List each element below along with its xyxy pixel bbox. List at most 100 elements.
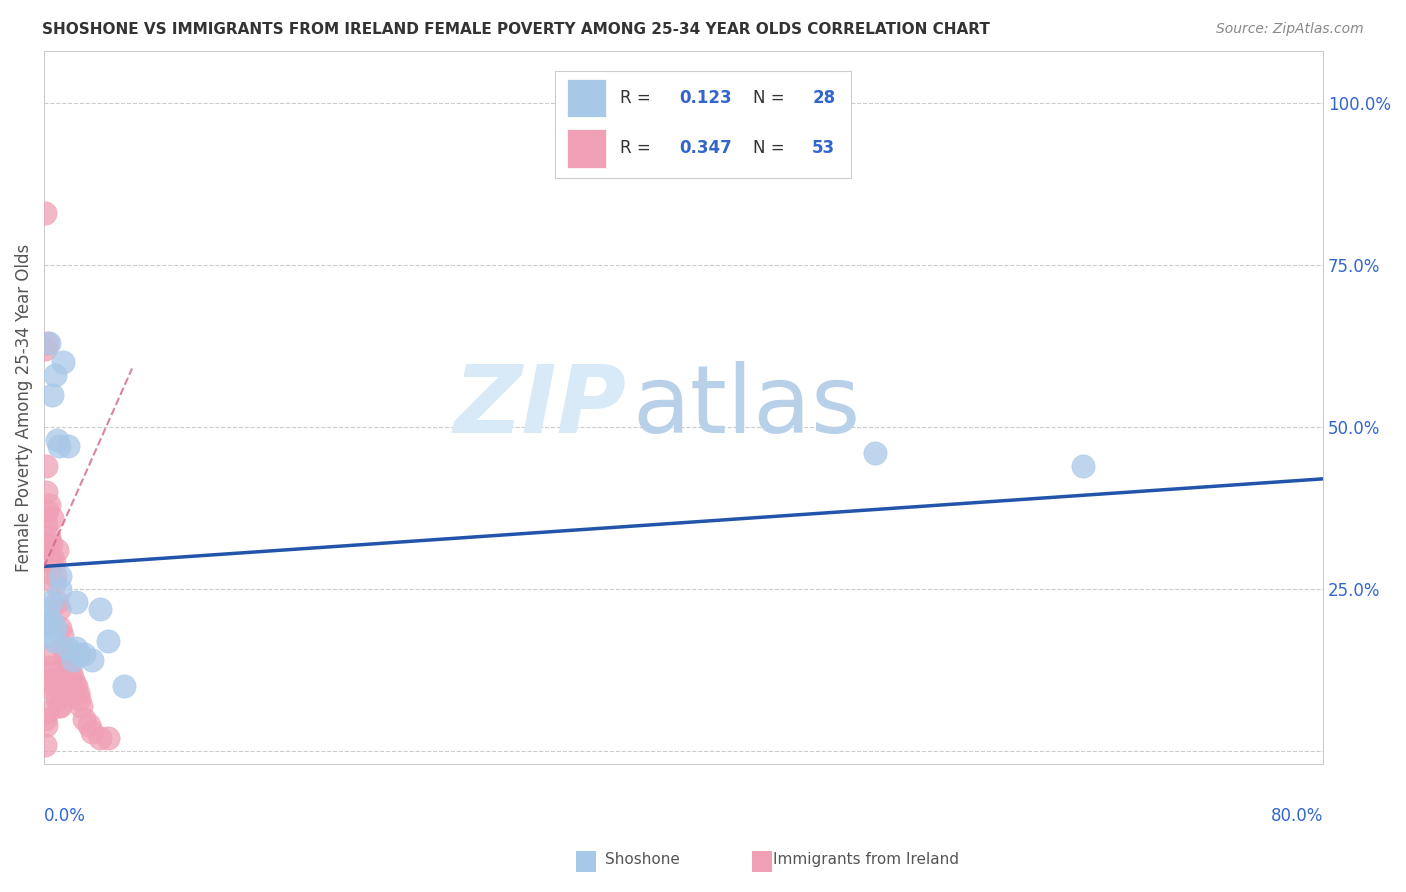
Point xyxy=(56,640,79,655)
Text: SHOSHONE VS IMMIGRANTS FROM IRELAND FEMALE POVERTY AMONG 25-34 YEAR OLDS CORRELA: SHOSHONE VS IMMIGRANTS FROM IRELAND FEMA… xyxy=(42,22,990,37)
Point xyxy=(49,569,72,583)
Point xyxy=(41,673,63,687)
Point xyxy=(38,660,60,674)
Text: R =: R = xyxy=(620,139,657,157)
Text: Immigrants from Ireland: Immigrants from Ireland xyxy=(773,852,959,867)
Point xyxy=(37,504,59,518)
Point xyxy=(89,731,111,746)
Point xyxy=(112,680,135,694)
Point xyxy=(65,640,87,655)
Point xyxy=(39,537,62,551)
Point xyxy=(65,680,87,694)
Point xyxy=(56,660,79,674)
Point xyxy=(37,601,59,615)
Point xyxy=(34,738,56,752)
Point xyxy=(34,342,56,356)
Point xyxy=(35,615,58,629)
Point xyxy=(44,368,66,382)
Point xyxy=(67,647,90,661)
Point xyxy=(53,647,76,661)
Point xyxy=(63,680,86,694)
Text: 0.0%: 0.0% xyxy=(44,807,86,825)
Point xyxy=(45,433,67,447)
Point xyxy=(34,206,56,220)
Point xyxy=(80,653,103,667)
Point xyxy=(73,712,96,726)
Point xyxy=(38,627,60,641)
Point xyxy=(865,446,887,460)
Point xyxy=(62,673,84,687)
Point xyxy=(73,647,96,661)
Point xyxy=(60,666,83,681)
Point xyxy=(48,601,70,615)
Point xyxy=(44,621,66,635)
Point xyxy=(39,595,62,609)
Point xyxy=(44,686,66,700)
Point xyxy=(35,335,58,350)
Text: 28: 28 xyxy=(813,89,835,107)
Text: 53: 53 xyxy=(813,139,835,157)
Point xyxy=(48,698,70,713)
Text: 80.0%: 80.0% xyxy=(1271,807,1323,825)
Text: R =: R = xyxy=(620,89,657,107)
Point xyxy=(39,556,62,570)
Point xyxy=(67,692,90,706)
Point xyxy=(42,575,65,590)
Point xyxy=(62,653,84,667)
Point xyxy=(35,517,58,532)
Point xyxy=(80,724,103,739)
Point xyxy=(1071,458,1094,473)
Point xyxy=(35,458,58,473)
Point xyxy=(42,634,65,648)
Bar xyxy=(567,129,606,168)
Point xyxy=(38,335,60,350)
Point xyxy=(41,387,63,401)
Point xyxy=(37,537,59,551)
Point xyxy=(48,439,70,453)
Point xyxy=(49,698,72,713)
Point xyxy=(41,549,63,564)
Text: Source: ZipAtlas.com: Source: ZipAtlas.com xyxy=(1216,22,1364,37)
Text: 0.123: 0.123 xyxy=(679,89,733,107)
Point xyxy=(49,621,72,635)
Point xyxy=(56,439,79,453)
Point xyxy=(35,484,58,499)
Bar xyxy=(567,78,606,118)
Point xyxy=(44,569,66,583)
Point xyxy=(41,615,63,629)
Text: N =: N = xyxy=(754,139,790,157)
Point xyxy=(38,530,60,544)
Point xyxy=(66,686,89,700)
Point xyxy=(45,595,67,609)
Point xyxy=(38,498,60,512)
Point xyxy=(70,698,93,713)
Point xyxy=(55,653,77,667)
Point xyxy=(65,595,87,609)
Point xyxy=(89,601,111,615)
Text: Shoshone: Shoshone xyxy=(605,852,679,867)
Point xyxy=(34,712,56,726)
Point xyxy=(42,556,65,570)
Point xyxy=(35,718,58,732)
Text: 0.347: 0.347 xyxy=(679,139,733,157)
Point xyxy=(35,615,58,629)
Point xyxy=(37,706,59,720)
Point xyxy=(42,680,65,694)
Point xyxy=(49,582,72,596)
Point xyxy=(51,627,73,641)
Text: N =: N = xyxy=(754,89,790,107)
Text: atlas: atlas xyxy=(633,361,860,453)
Point xyxy=(45,543,67,558)
Point xyxy=(77,718,100,732)
Point xyxy=(97,634,120,648)
Point xyxy=(41,510,63,524)
Point xyxy=(59,653,82,667)
Point xyxy=(39,666,62,681)
Point xyxy=(52,640,75,655)
Text: ZIP: ZIP xyxy=(453,361,626,453)
Point xyxy=(37,647,59,661)
Point xyxy=(52,355,75,369)
Y-axis label: Female Poverty Among 25-34 Year Olds: Female Poverty Among 25-34 Year Olds xyxy=(15,244,32,572)
Point xyxy=(45,692,67,706)
Point xyxy=(97,731,120,746)
